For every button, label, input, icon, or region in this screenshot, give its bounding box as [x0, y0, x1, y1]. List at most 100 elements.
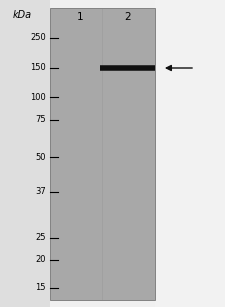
Point	[76, 276, 80, 281]
Point	[140, 162, 144, 167]
Point	[97, 22, 100, 27]
Point	[136, 112, 139, 117]
Point	[76, 98, 80, 103]
Point	[124, 225, 127, 230]
Point	[139, 86, 142, 91]
Point	[96, 162, 99, 167]
Point	[104, 88, 107, 93]
Point	[81, 168, 84, 173]
Point	[135, 140, 139, 145]
Point	[75, 68, 79, 73]
Point	[58, 212, 62, 217]
Point	[103, 43, 107, 48]
Point	[84, 25, 88, 29]
Point	[117, 124, 121, 129]
Point	[133, 61, 136, 66]
Point	[91, 213, 94, 218]
Point	[137, 8, 140, 13]
Point	[141, 202, 145, 207]
Point	[89, 288, 92, 293]
Point	[146, 245, 150, 250]
Point	[124, 221, 128, 226]
Point	[65, 269, 68, 274]
Point	[64, 281, 68, 286]
Point	[112, 104, 116, 109]
Point	[55, 241, 58, 246]
Point	[98, 76, 102, 80]
Point	[52, 151, 56, 156]
Point	[127, 67, 130, 72]
Point	[106, 209, 110, 214]
Point	[106, 208, 109, 213]
Point	[83, 59, 86, 64]
Point	[74, 269, 78, 274]
Point	[52, 152, 56, 157]
Point	[85, 182, 88, 187]
Point	[92, 173, 96, 178]
Point	[79, 251, 83, 256]
Point	[143, 167, 146, 172]
Point	[131, 125, 135, 130]
Point	[90, 173, 94, 178]
Point	[88, 106, 92, 111]
Point	[144, 207, 147, 212]
Point	[105, 16, 109, 21]
Point	[133, 255, 137, 260]
Point	[57, 180, 61, 185]
Point	[54, 41, 57, 46]
Point	[85, 290, 88, 294]
Point	[142, 30, 146, 35]
Point	[153, 253, 157, 258]
Text: 100: 100	[30, 92, 46, 102]
Point	[117, 282, 121, 287]
Point	[115, 209, 119, 214]
Point	[152, 49, 155, 53]
Point	[51, 86, 54, 91]
Point	[124, 117, 128, 122]
Point	[73, 247, 77, 252]
Point	[124, 244, 127, 249]
Point	[52, 166, 56, 171]
Point	[128, 26, 132, 31]
Point	[141, 102, 144, 107]
Point	[73, 100, 77, 105]
Point	[87, 41, 91, 45]
Point	[65, 278, 69, 282]
Point	[100, 227, 103, 232]
Point	[114, 254, 117, 258]
Point	[54, 206, 57, 211]
Point	[151, 6, 154, 11]
Point	[126, 108, 130, 113]
Point	[142, 263, 145, 268]
Point	[110, 208, 113, 213]
Point	[117, 186, 121, 191]
Point	[133, 138, 136, 143]
Point	[54, 145, 57, 150]
Point	[120, 199, 123, 204]
Point	[143, 236, 146, 241]
Point	[100, 272, 104, 277]
Text: 37: 37	[35, 188, 46, 196]
Point	[115, 216, 118, 221]
Point	[64, 133, 68, 138]
Point	[110, 61, 114, 66]
Point	[149, 200, 153, 205]
Point	[72, 259, 76, 264]
Point	[75, 255, 79, 259]
Point	[147, 134, 151, 139]
Point	[111, 101, 115, 106]
Point	[115, 101, 118, 106]
Point	[51, 215, 54, 220]
Point	[55, 282, 59, 287]
Point	[66, 286, 70, 290]
Point	[125, 255, 129, 260]
Point	[103, 45, 107, 50]
Point	[110, 281, 113, 286]
Point	[101, 205, 105, 210]
Point	[56, 147, 59, 152]
Point	[118, 234, 121, 239]
Point	[57, 14, 61, 18]
Point	[121, 35, 124, 40]
Point	[90, 170, 93, 175]
Point	[128, 189, 131, 194]
